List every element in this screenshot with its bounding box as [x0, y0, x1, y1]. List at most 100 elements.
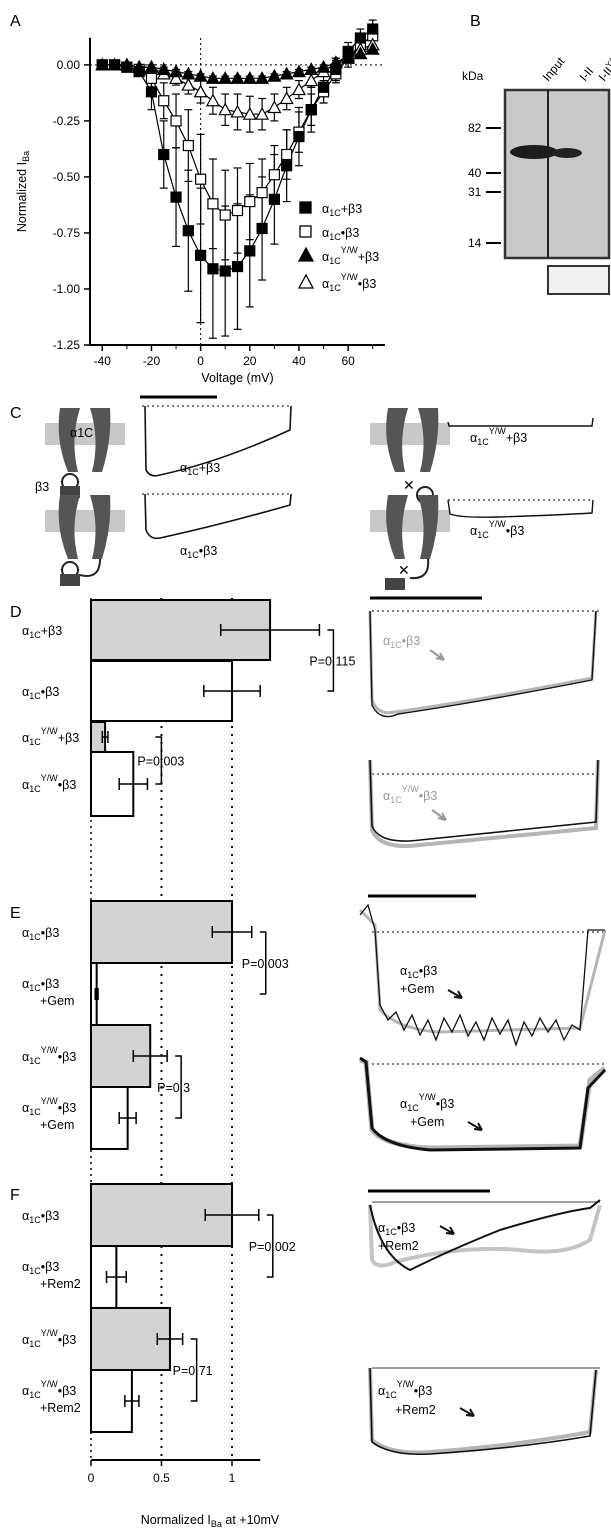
a-point-1	[145, 72, 158, 84]
bar-xtick-label: 1	[229, 1471, 236, 1485]
bar-label-f-3-extra: +Rem2	[40, 1401, 81, 1415]
a-point-2	[95, 57, 110, 71]
trace-f-grey	[368, 1204, 602, 1268]
panel-letter-f: F	[10, 1187, 20, 1204]
channel-cartoon-wt-fused	[45, 495, 125, 586]
a-point-3	[218, 102, 233, 116]
a-legend-marker	[297, 273, 315, 289]
bar-label-f-1: α1C•β3	[22, 1260, 59, 1276]
beta-label: β3	[35, 480, 49, 494]
blot-lane-i-ii: I-II	[577, 64, 597, 84]
a-point-1	[158, 95, 170, 107]
bar-label-f-2: α1CY/W•β3	[22, 1328, 76, 1349]
p-value-f-0: P=0.002	[249, 1240, 296, 1254]
a-point-0	[354, 32, 367, 44]
current-traces-def: α1C•β3 α1CY/W•β3 α1C•β3 +Gem α1CY/W•β3 +…	[358, 596, 607, 1456]
a-xtick-label: 20	[243, 354, 257, 368]
trace-label-f2b: +Rem2	[395, 1403, 436, 1417]
a-point-3	[181, 77, 196, 91]
a-point-2	[193, 68, 208, 82]
a-point-0	[317, 81, 330, 93]
a-point-2	[107, 57, 122, 71]
channel-label-alpha: α1C	[70, 426, 93, 440]
a-xtick-label: 0	[197, 354, 204, 368]
a-point-0	[268, 193, 280, 205]
a-xtick-label: -20	[143, 354, 161, 368]
a-point-0	[170, 191, 182, 203]
bar-label-e-1-extra: +Gem	[40, 994, 74, 1008]
bar-label-e-3-extra: +Gem	[40, 1118, 74, 1132]
panel-letter-d: D	[10, 604, 22, 621]
current-traces-c: α1C β3 ✕ ✕ α1C+β3	[35, 395, 594, 590]
a-point-2	[291, 64, 306, 78]
a-point-0	[281, 160, 293, 172]
trace-label-e1b: +Gem	[400, 982, 434, 996]
a-point-3	[255, 106, 270, 120]
blot-membrane	[503, 88, 611, 260]
svg-text:40: 40	[468, 166, 482, 180]
panel-letter-b: B	[470, 13, 481, 30]
a-point-2	[353, 46, 368, 60]
a-point-1	[268, 169, 280, 181]
a-point-3	[230, 104, 245, 118]
a-point-2	[119, 57, 134, 71]
channel-cartoon-yw-fused: ✕	[370, 495, 450, 590]
channel-cartoon-wt-beta: α1C β3	[35, 408, 125, 498]
a-point-1	[170, 115, 182, 127]
blot-marker-82: 82	[468, 121, 501, 135]
p-value-e-1: P=0.3	[157, 1081, 190, 1095]
p-value-f-1: P=0.71	[173, 1364, 213, 1378]
bar-label-e-0: α1C•β3	[22, 926, 59, 942]
a-point-1	[207, 198, 219, 210]
bar-label-f-3: α1CY/W•β3	[22, 1379, 76, 1400]
bar-label-d-2: α1CY/W+β3	[22, 726, 79, 747]
a-point-0	[182, 225, 194, 237]
bar-e-0	[90, 900, 233, 964]
trace-d-grey	[368, 610, 598, 715]
svg-text:31: 31	[468, 185, 482, 199]
a-point-0	[219, 265, 231, 277]
a-point-1	[281, 148, 293, 161]
a-legend-label-1: α1C•β3	[322, 226, 359, 242]
trace-c-yw-beta	[447, 417, 594, 427]
a-point-3	[279, 91, 294, 105]
panel-letter-e: E	[10, 905, 21, 922]
svg-text:✕: ✕	[398, 562, 410, 578]
a-point-1	[182, 139, 194, 152]
trace-label-c1: α1C+β3	[180, 461, 220, 477]
a-point-0	[195, 249, 207, 261]
trace-label-c2: α1C•β3	[180, 544, 217, 560]
trace-f-yw-black	[369, 1367, 597, 1456]
panel-letter-a: A	[10, 13, 21, 30]
a-point-3	[205, 93, 220, 107]
trace-e-black	[359, 903, 605, 1048]
panel-letter-c: C	[10, 405, 22, 422]
svg-text:✕: ✕	[403, 477, 415, 493]
bar-label-e-2: α1CY/W•β3	[22, 1045, 76, 1066]
p-value-e-0: P=0.003	[242, 957, 289, 971]
a-point-2	[218, 71, 233, 84]
p-bracket-d-1	[155, 736, 163, 785]
a-ytick-label: -1.25	[53, 338, 81, 352]
bar-label-f-1-extra: +Rem2	[40, 1277, 81, 1291]
p-value-d-0: P=0.115	[309, 655, 355, 669]
bar-label-d-1: α1C•β3	[22, 685, 59, 701]
a-point-3	[291, 82, 306, 96]
blot-lane-i-ii-yw: I-IIY/W	[595, 52, 611, 84]
a-point-3	[169, 71, 184, 84]
trace-d-black	[369, 610, 597, 718]
trace-label-e2b: +Gem	[410, 1115, 444, 1129]
a-point-2	[255, 71, 270, 84]
a-ytick-label: -0.50	[53, 170, 81, 184]
trace-label-f1b: +Rem2	[378, 1239, 419, 1253]
iv-curve-chart: 0.00 -0.25 -0.50 -0.75 -1.00 -1.25 -40 -20 0 20 40…	[15, 19, 385, 385]
trace-label-f2: α1CY/W•β3	[378, 1379, 432, 1400]
a-point-2	[316, 59, 331, 73]
a-ytick-label: -0.75	[53, 226, 81, 240]
trace-label-e2: α1CY/W•β3	[400, 1092, 454, 1113]
a-y-label: Normalized IBa	[15, 151, 31, 232]
a-point-2	[279, 66, 294, 80]
a-point-2	[132, 59, 147, 73]
a-point-2	[144, 59, 159, 73]
